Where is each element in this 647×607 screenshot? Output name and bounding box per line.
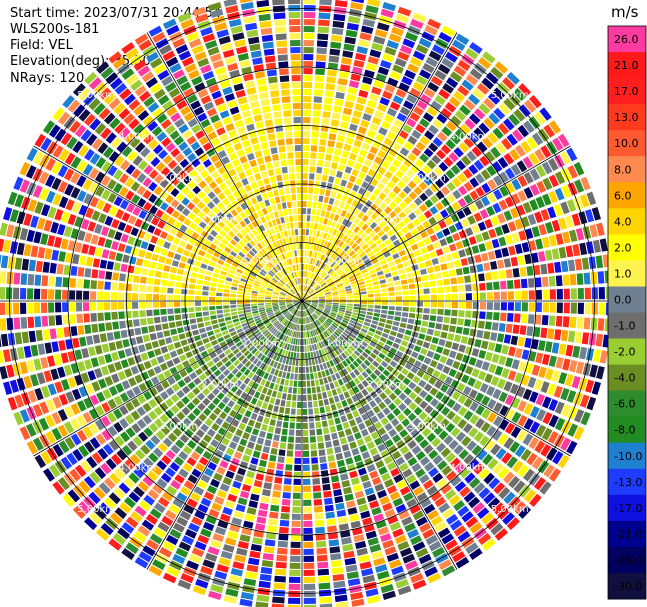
colorbar-tick-label: 17.0 [614,85,639,98]
colorbar-swatch [608,182,646,209]
colorbar-tick-label: -6.0 [614,398,635,411]
colorbar-tick-label: 6.0 [614,189,632,202]
range-ring-label: 5.00km [491,90,529,101]
colorbar-tick-label: -21.0 [614,528,642,541]
colorbar-swatch [608,494,646,522]
colorbar-swatch [608,130,646,157]
colorbar-tick-label: -10.0 [614,450,642,463]
colorbar-swatch [608,26,646,53]
start-time-label: Start time: 2023/07/31 20:44:54 [10,6,222,21]
colorbar-swatch [608,573,646,600]
colorbar-tick-label: 0.0 [614,294,632,307]
range-ring-label: 4.00km [450,132,488,143]
colorbar-unit: m/s [611,3,639,21]
field-label: Field: VEL [10,38,73,53]
colorbar-swatch [608,104,646,131]
azimuth-spoke [33,300,303,457]
colorbar-swatch [608,338,646,365]
colorbar-swatch [608,390,646,418]
range-ring-label: 1.00km [243,256,281,267]
range-ring-label: 3.00km [160,173,198,184]
range-ring-label: 3.00km [408,173,446,184]
colorbar-swatch [608,52,646,79]
colorbar-swatch [608,442,646,470]
colorbar-tick-label: -26.0 [614,554,642,567]
colorbar-tick-label: -1.0 [614,320,635,333]
colorbar-tick-label: 1.0 [614,267,632,280]
colorbar-swatch [608,208,646,235]
range-ring-label: 1.00km [243,338,281,349]
colorbar-swatch [608,156,646,183]
azimuth-spokes [0,0,612,607]
colorbar-tick-label: 10.0 [614,137,639,150]
colorbar-tick-label: 26.0 [614,33,639,46]
azimuth-spoke [301,32,458,302]
colorbar-swatch [608,286,646,313]
velocity-gate-group [20,0,588,607]
instrument-label: WLS200s-181 [10,22,100,37]
azimuth-spoke [301,300,458,570]
colorbar-tick-label: -2.0 [614,346,635,359]
range-ring-label: 5.00km [77,504,115,515]
colorbar-swatch [608,312,646,339]
velocity-gates [0,0,613,607]
azimuth-spoke [146,32,303,302]
range-ring-label: 2.00km [367,214,405,225]
range-ring-label: 4.00km [119,132,157,143]
range-ring-label: 2.00km [201,214,239,225]
colorbar-tick-label: 8.0 [614,163,632,176]
colorbar-border [607,25,647,600]
range-ring-label: 2.00km [201,380,239,391]
colorbar-swatch [608,78,646,105]
colorbar-swatch [608,416,646,444]
colorbar-swatch [608,364,646,392]
colorbar-tick-label: -30.0 [614,580,642,593]
azimuth-spoke [301,300,571,457]
range-ring-label: 1.00km [325,338,363,349]
range-ring-label: 3.00km [408,421,446,432]
range-ring-label: 1.00km [325,256,363,267]
range-ring-label: 5.00km [491,504,529,515]
range-ring-label: 5.00km [77,90,115,101]
colorbar-tick-label: 21.0 [614,59,639,72]
colorbar-tick-label: 2.0 [614,241,632,254]
range-ring-labels: 1.00km 1.00km 1.00km 1.00km 2.00km 2.00km 2.00… [77,90,528,515]
velocity-gate-group [0,0,598,607]
colorbar-tick-label: 13.0 [614,111,639,124]
nrays-label: NRays: 120 [10,71,85,86]
colorbar-tick-label: -8.0 [614,424,635,437]
colorbar-tick-label: -13.0 [614,476,642,489]
velocity-gate-group [12,2,592,607]
colorbar-tick-label: -4.0 [614,372,635,385]
colorbar-tick-label: 4.0 [614,215,632,228]
colorbar-swatch [608,546,646,574]
range-ring-label: 2.00km [367,380,405,391]
azimuth-spoke [146,300,303,570]
colorbar-swatch [608,468,646,496]
velocity-colorbar: m/s 26.0 21.0 17.0 13.0 10.0 8.0 6.0 4.0 2.0 1.0 0.… [607,3,647,600]
azimuth-spoke [33,145,303,302]
colorbar-tick-label: -17.0 [614,502,642,515]
velocity-gate-group [7,5,613,607]
colorbar-swatch [608,520,646,548]
range-ring-label: 4.00km [450,463,488,474]
range-ring-label: 4.00km [119,463,157,474]
azimuth-spoke [301,145,571,302]
colorbar-swatch [608,260,646,287]
range-ring-label: 3.00km [160,421,198,432]
colorbar-swatch [608,234,646,261]
